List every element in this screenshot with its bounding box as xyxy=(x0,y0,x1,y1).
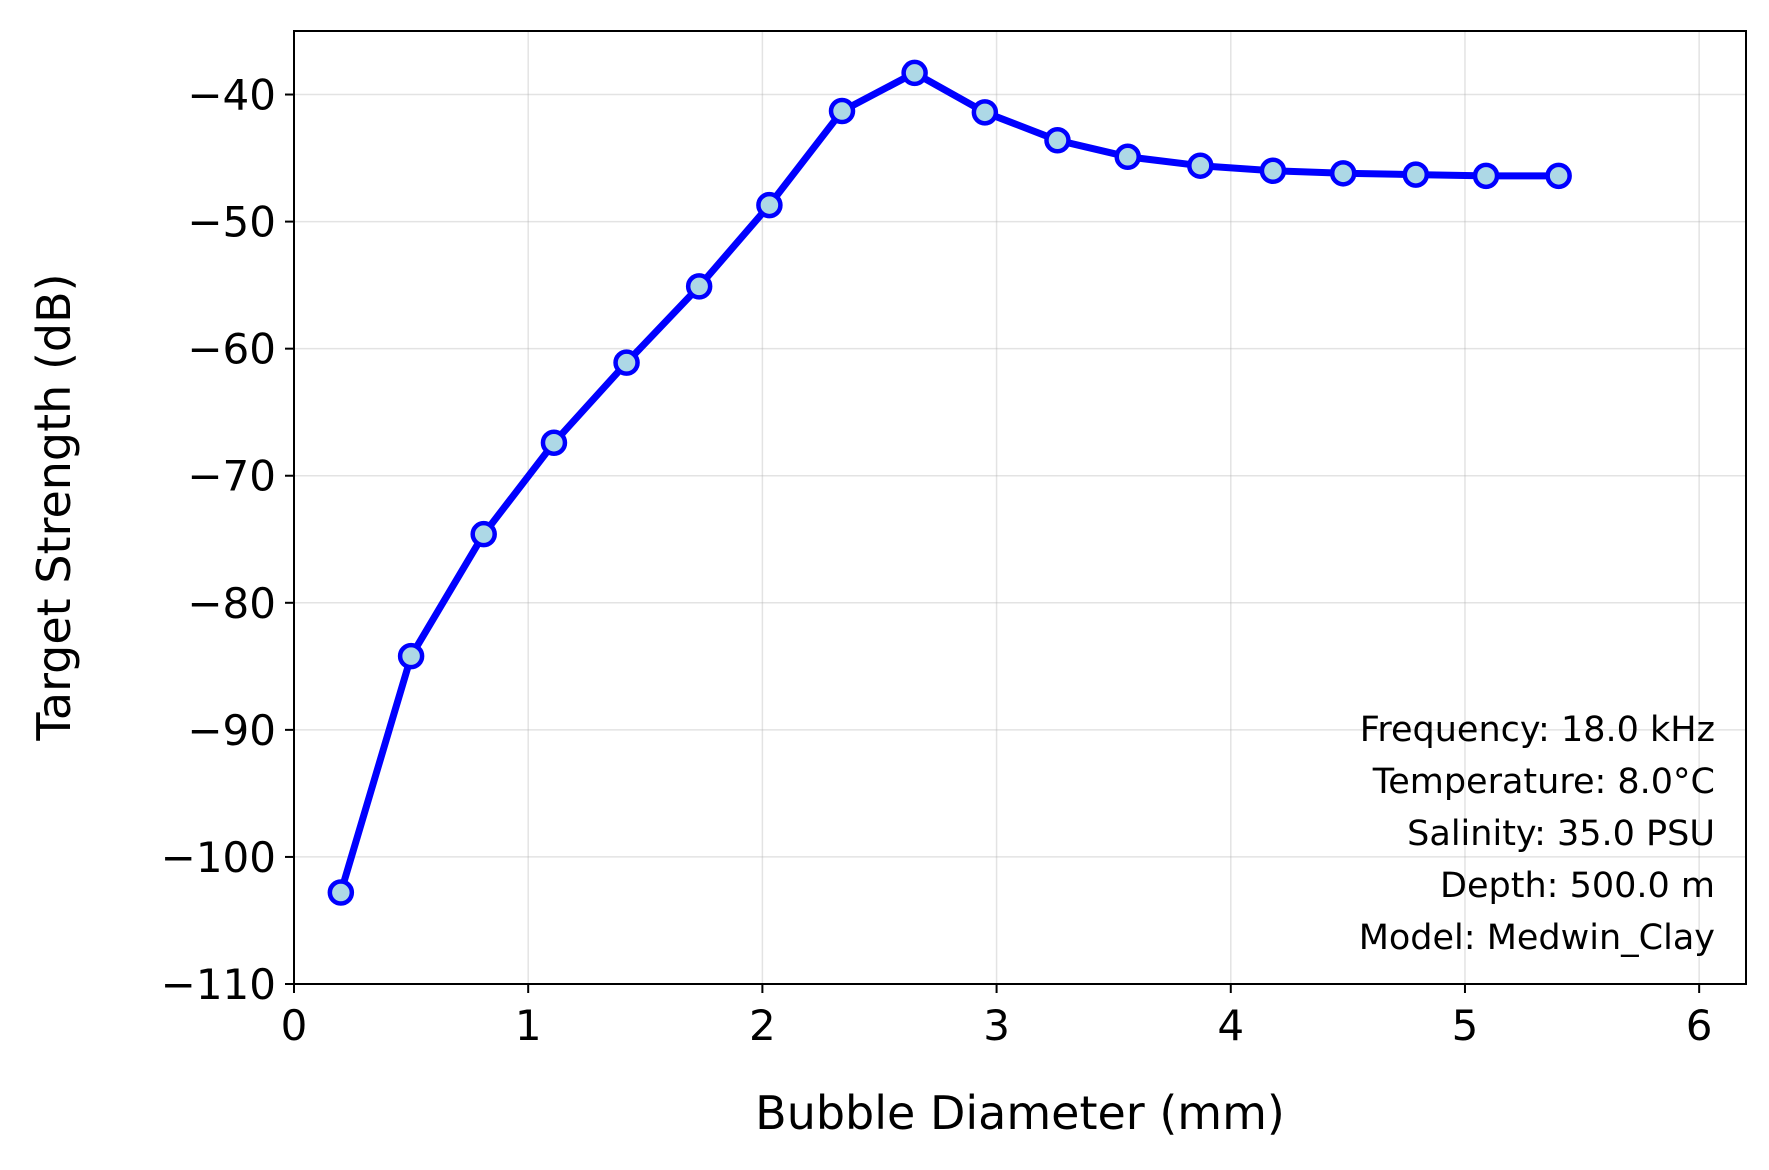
data-point xyxy=(1402,161,1430,188)
x-tick-label: 5 xyxy=(1452,1001,1479,1050)
x-tick-label: 1 xyxy=(515,1001,542,1050)
data-point xyxy=(828,97,856,125)
y-tick-label: −110 xyxy=(161,960,276,1009)
y-tick-label: −60 xyxy=(187,325,276,374)
data-point xyxy=(1114,143,1141,171)
data-point xyxy=(327,879,355,906)
y-tick-label: −40 xyxy=(187,71,276,120)
y-axis-label: Target Strength (dB) xyxy=(27,273,81,741)
data-point xyxy=(1545,162,1572,190)
data-point xyxy=(1259,157,1287,185)
y-tick-label: −80 xyxy=(187,579,276,628)
plot-area-frame xyxy=(293,30,1747,985)
x-axis-label: Bubble Diameter (mm) xyxy=(755,1086,1285,1140)
data-point xyxy=(1187,152,1214,179)
axis-ticks: 0 1 2 3 4 5 6 −110 −100 −90 −80 −70 −60 −50 −40 xyxy=(161,71,1713,1050)
data-point xyxy=(397,642,425,670)
y-tick-label: −70 xyxy=(187,452,276,501)
annotation-line: Depth: 500.0 m xyxy=(1440,866,1715,906)
data-point xyxy=(613,349,640,376)
y-tick-label: −90 xyxy=(187,706,276,755)
grid xyxy=(293,31,1746,985)
annotation-line: Salinity: 35.0 PSU xyxy=(1407,814,1715,854)
y-tick-label: −50 xyxy=(187,198,276,247)
data-point xyxy=(470,520,497,548)
data-point xyxy=(756,191,783,219)
annotation-line: Frequency: 18.0 kHz xyxy=(1360,710,1715,750)
x-tick-label: 6 xyxy=(1686,1001,1713,1050)
x-tick-label: 0 xyxy=(281,1001,308,1050)
x-tick-label: 3 xyxy=(983,1001,1010,1050)
data-point xyxy=(540,429,568,456)
data-point xyxy=(901,59,928,87)
data-point xyxy=(685,273,713,300)
x-tick-label: 4 xyxy=(1217,1001,1244,1050)
data-point xyxy=(1472,162,1500,190)
annotation-line: Temperature: 8.0°C xyxy=(1372,762,1715,802)
x-tick-label: 2 xyxy=(749,1001,776,1050)
y-tick-label: −100 xyxy=(161,833,276,882)
data-point xyxy=(1329,160,1357,187)
series-layer xyxy=(327,59,1572,906)
parameters-annotation: Frequency: 18.0 kHz Temperature: 8.0°C S… xyxy=(1359,710,1715,958)
data-point xyxy=(971,99,999,126)
data-point xyxy=(1044,127,1071,154)
annotation-line: Model: Medwin_Clay xyxy=(1359,918,1715,958)
